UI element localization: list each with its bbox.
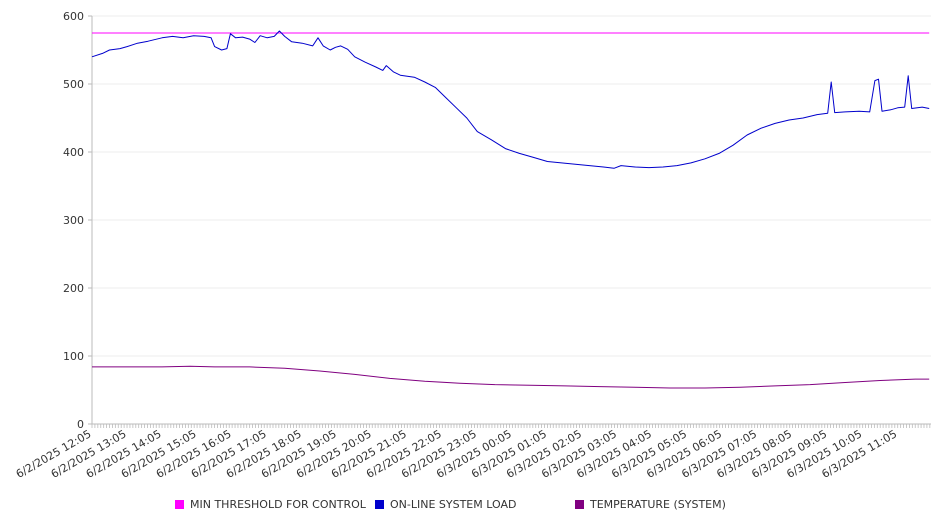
x-axis-ticks: 6/2/2025 12:056/2/2025 13:056/2/2025 14:… [14,424,931,481]
legend-label-temperature: TEMPERATURE (SYSTEM) [590,498,726,511]
y-tick-label: 100 [63,350,84,363]
series-line-1 [91,30,930,169]
legend-swatch-purple [575,500,584,509]
y-tick-label: 200 [63,282,84,295]
legend-item-min-threshold: MIN THRESHOLD FOR CONTROL [175,498,366,511]
series-line-2 [92,365,930,389]
y-tick-label: 400 [63,146,84,159]
y-tick-label: 500 [63,78,84,91]
y-tick-label: 0 [77,418,84,431]
legend-item-temperature: TEMPERATURE (SYSTEM) [575,498,726,511]
legend-swatch-blue [375,500,384,509]
y-tick-label: 300 [63,214,84,227]
legend-item-system-load: ON-LINE SYSTEM LOAD [375,498,516,511]
legend-label-min-threshold: MIN THRESHOLD FOR CONTROL [190,498,366,511]
grid-lines [92,15,931,357]
legend-swatch-magenta [175,500,184,509]
y-tick-label: 600 [63,10,84,23]
legend-label-system-load: ON-LINE SYSTEM LOAD [390,498,517,511]
series-lines [91,30,930,389]
y-axis-ticks: 0 100 200 300 400 500 600 [63,10,92,431]
